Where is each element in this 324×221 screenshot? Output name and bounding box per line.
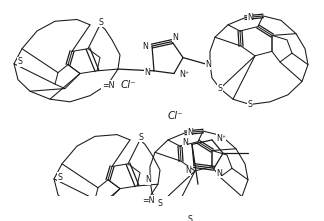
Text: S: S <box>217 84 223 93</box>
Text: S: S <box>98 18 103 27</box>
Text: N⁺: N⁺ <box>179 70 189 79</box>
Text: S: S <box>138 133 144 142</box>
Text: S: S <box>248 100 252 109</box>
Text: N: N <box>187 128 193 137</box>
Text: S: S <box>57 173 63 182</box>
Text: S: S <box>157 199 163 208</box>
Text: =N: =N <box>102 80 114 90</box>
Text: N: N <box>247 13 253 22</box>
Text: =N: =N <box>142 196 154 205</box>
Text: N: N <box>205 60 211 69</box>
Text: N: N <box>185 166 191 175</box>
Text: N⁺: N⁺ <box>216 134 226 143</box>
Text: S: S <box>17 57 22 67</box>
Text: N: N <box>144 68 150 77</box>
Text: S: S <box>188 215 192 221</box>
Text: N: N <box>142 42 148 51</box>
Text: N: N <box>216 169 222 178</box>
Text: N: N <box>145 175 151 184</box>
Text: N: N <box>172 33 178 42</box>
Text: N: N <box>182 138 188 147</box>
Text: Cl⁻: Cl⁻ <box>167 111 183 122</box>
Text: Cl⁻: Cl⁻ <box>120 80 136 90</box>
